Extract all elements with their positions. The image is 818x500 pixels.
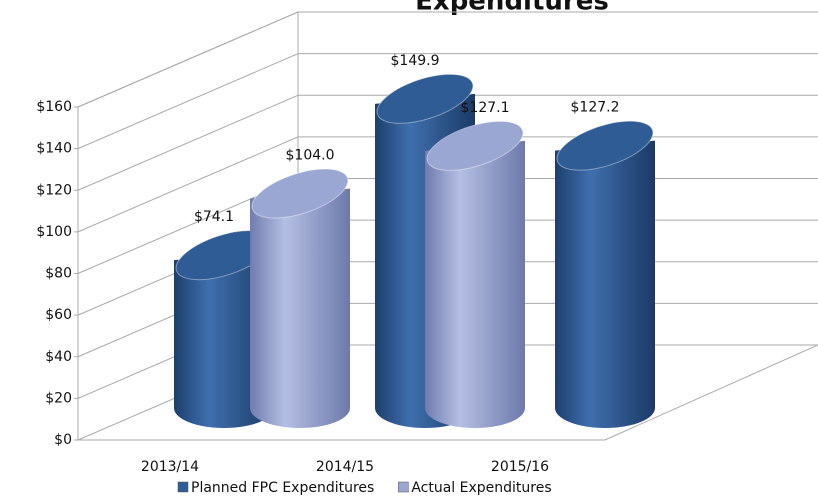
- legend-label: Actual Expenditures: [411, 480, 551, 496]
- chart-title: Expenditures: [415, 0, 609, 17]
- bar-body: [425, 140, 525, 428]
- legend-swatch: [177, 481, 189, 493]
- bar-top: [376, 73, 474, 124]
- value-label: $127.2: [571, 100, 620, 116]
- y-tick-label: $60: [45, 307, 72, 323]
- bar-body: [555, 140, 655, 428]
- y-tick-label: $20: [45, 390, 72, 406]
- legend-label: Planned FPC Expenditures: [191, 480, 374, 496]
- y-tick-label: $100: [36, 224, 72, 240]
- bar: [174, 230, 274, 428]
- grid-line: [77, 53, 818, 150]
- y-tick-label: $0: [54, 432, 72, 448]
- y-tick-label: $140: [36, 141, 72, 157]
- bar: [250, 168, 350, 428]
- bar-body: [174, 250, 274, 428]
- legend-swatch: [398, 481, 409, 493]
- x-tick-label: 2015/16: [491, 459, 549, 475]
- bar-body: [250, 188, 350, 428]
- x-tick-label: 2014/15: [316, 459, 374, 475]
- bar-top: [426, 120, 524, 171]
- grid-line: [77, 11, 818, 108]
- floor: [78, 344, 818, 441]
- bar: [555, 120, 655, 428]
- y-tick-label: $120: [36, 182, 72, 198]
- bar-top: [556, 120, 654, 171]
- x-tick-label: 2013/14: [141, 459, 199, 475]
- value-label: $104.0: [286, 148, 335, 164]
- grid-line: [77, 94, 818, 191]
- y-tick-label: $80: [45, 266, 72, 282]
- y-tick-label: $40: [45, 349, 72, 365]
- value-label: $149.9: [391, 53, 440, 69]
- y-tick-label: $160: [36, 99, 72, 115]
- bar-top: [251, 168, 349, 219]
- bar: [425, 120, 525, 428]
- value-label: $74.1: [194, 209, 234, 225]
- value-label: $127.1: [461, 100, 510, 116]
